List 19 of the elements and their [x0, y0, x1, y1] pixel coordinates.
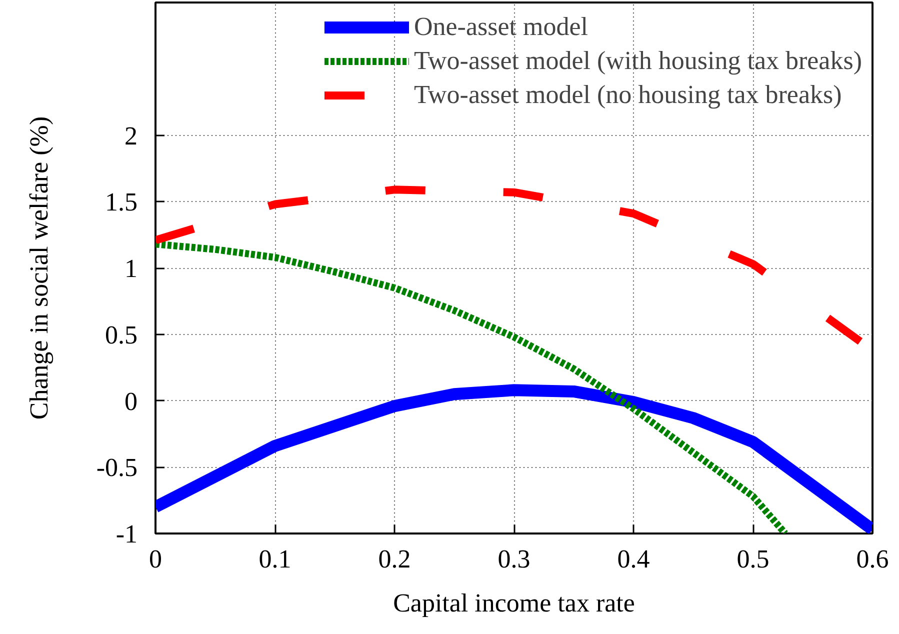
x-tick-label: 0.1 — [258, 544, 292, 574]
y-tick-label: -0.5 — [96, 453, 138, 482]
y-axis-title: Change in social welfare (%) — [24, 116, 54, 420]
x-tick-label: 0.5 — [736, 544, 770, 574]
y-tick-label: 1.5 — [105, 188, 138, 217]
x-tick-label: 0 — [149, 544, 162, 574]
x-axis-title: Capital income tax rate — [393, 588, 635, 618]
y-tick-label: 2 — [124, 121, 138, 150]
x-tick-label: 0.2 — [378, 544, 411, 574]
y-tick-label: 1 — [124, 254, 138, 283]
y-tick-label: 0.5 — [105, 320, 138, 350]
x-tick-label: 0.3 — [498, 544, 530, 574]
legend-label: Two-asset model (with housing tax breaks) — [414, 46, 862, 76]
y-tick-label: 0 — [124, 386, 138, 416]
x-tick-label: 0.6 — [856, 544, 889, 574]
y-tick-label: -1 — [116, 520, 138, 548]
x-tick-label: 0.4 — [617, 544, 650, 574]
legend-label: Two-asset model (no housing tax breaks) — [414, 80, 842, 110]
legend-label: One-asset model — [414, 12, 588, 42]
